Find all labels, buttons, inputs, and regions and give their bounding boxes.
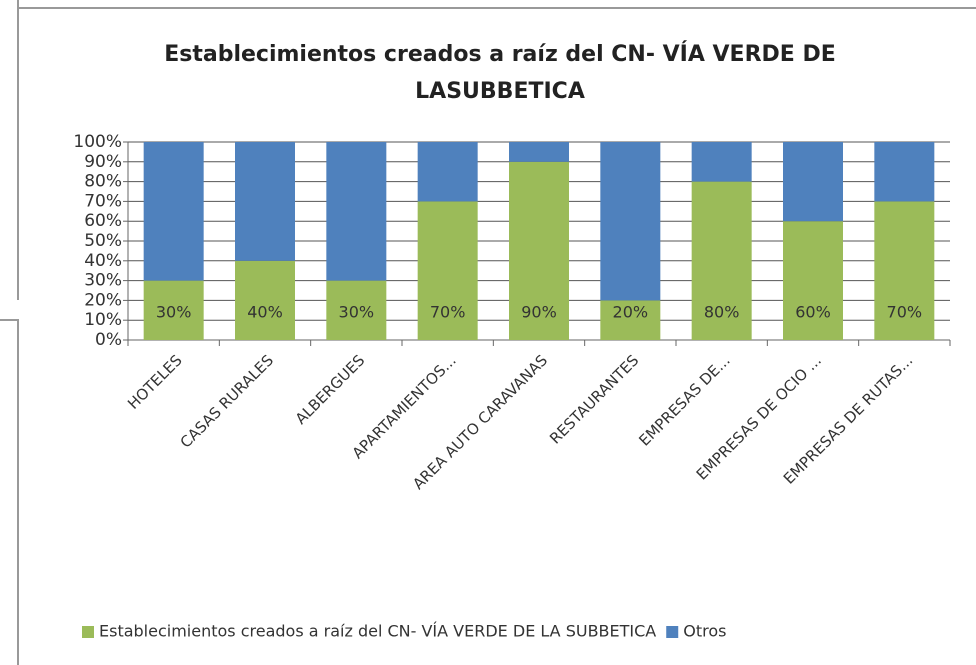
bar [691,142,752,182]
x-tick-label: ALBERGUES [292,351,369,428]
bar [600,300,661,340]
bar [235,260,295,340]
x-tick-label: CASAS RURALES [177,351,277,451]
bar [417,201,478,340]
bar [143,142,204,281]
bar [509,142,569,162]
x-tick-label: EMPRESAS DE... [635,351,733,449]
bar [417,142,478,202]
data-label: 70% [430,303,466,322]
bar [783,221,843,340]
y-tick-label: 60% [84,211,122,231]
y-tick-label: 40% [84,251,122,271]
y-tick-label: 70% [84,191,122,211]
legend-swatch [82,626,94,638]
y-tick-label: 80% [84,172,122,192]
bar [326,142,387,281]
data-label: 30% [156,303,192,322]
x-tick-label: RESTAURANTES [546,351,642,447]
legend-swatch [666,626,679,638]
chart-title: LASUBBETICA [415,79,585,104]
data-label: 70% [887,303,923,322]
data-label: 60% [795,303,831,322]
bar [874,142,935,202]
y-tick-label: 90% [84,152,122,172]
bar [143,280,204,340]
data-label: 90% [521,303,557,322]
data-label: 30% [339,303,375,322]
data-label: 40% [247,303,283,322]
legend-label: Establecimientos creados a raíz del CN- … [99,622,656,641]
bar [783,142,843,222]
bar [235,142,295,261]
y-tick-label: 50% [84,231,122,251]
data-label: 80% [704,303,740,322]
bar [600,142,661,301]
y-tick-label: 30% [84,271,122,291]
legend-label: Otros [683,622,726,641]
bar [691,181,752,340]
y-tick-label: 20% [84,290,122,310]
data-label: 20% [613,303,649,322]
chart-title: Establecimientos creados a raíz del CN- … [164,41,836,67]
bar [509,161,569,340]
y-tick-label: 100% [73,132,122,152]
y-tick-label: 10% [84,310,122,330]
bar [326,280,387,340]
bar [874,201,935,340]
y-tick-label: 0% [95,330,122,350]
x-tick-label: HOTELES [124,351,186,413]
